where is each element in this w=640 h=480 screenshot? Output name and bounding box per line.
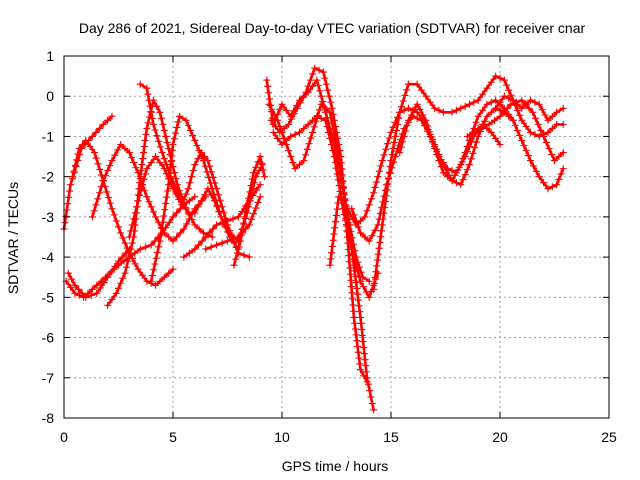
series-track-17 xyxy=(328,107,515,267)
chart-title: Day 286 of 2021, Sidereal Day-to-day VTE… xyxy=(79,20,586,36)
x-tick-label: 25 xyxy=(601,429,617,445)
series-track-18 xyxy=(350,115,502,243)
y-tick-label: -7 xyxy=(42,370,55,386)
y-tick-label: -3 xyxy=(42,209,55,225)
series-track-16 xyxy=(272,115,380,299)
plot-frame xyxy=(63,55,610,419)
markers-track-16 xyxy=(269,112,382,301)
x-tick-label: 10 xyxy=(274,429,290,445)
series-layer xyxy=(60,64,567,414)
y-tick-label: 0 xyxy=(46,88,54,104)
markers-track-19 xyxy=(370,72,567,293)
axes: 0 5 10 15 20 25 -8 -7 -6 -5 -4 -3 -2 -1 0 1 xyxy=(42,48,617,445)
series-track-6 xyxy=(106,98,214,307)
x-tick-label: 20 xyxy=(492,429,508,445)
grid xyxy=(64,56,609,418)
x-axis-label: GPS time / hours xyxy=(282,458,389,474)
y-tick-label: -5 xyxy=(42,289,55,305)
y-tick-label: 1 xyxy=(46,48,54,64)
markers-track-12 xyxy=(230,153,269,269)
y-tick-label: -2 xyxy=(42,169,55,185)
y-axis-label: SDTVAR / TECUs xyxy=(5,182,21,294)
markers-track-6 xyxy=(104,96,216,309)
markers-track-15 xyxy=(267,64,371,386)
series-track-20 xyxy=(398,98,565,190)
markers-track-8 xyxy=(125,149,253,261)
y-tick-label: -1 xyxy=(42,128,55,144)
markers-track-9 xyxy=(147,112,266,285)
series-track-5 xyxy=(91,143,207,243)
markers-track-22 xyxy=(492,92,567,124)
x-tick-label: 0 xyxy=(60,429,68,445)
y-tick-label: -6 xyxy=(42,330,55,346)
series-track-2 xyxy=(67,247,131,299)
series-track-12 xyxy=(232,155,266,267)
x-tick-label: 15 xyxy=(383,429,399,445)
y-tick-label: -4 xyxy=(42,249,55,265)
markers-track-3 xyxy=(62,193,199,301)
y-tick-label: -8 xyxy=(42,410,55,426)
x-tick-label: 5 xyxy=(169,429,177,445)
